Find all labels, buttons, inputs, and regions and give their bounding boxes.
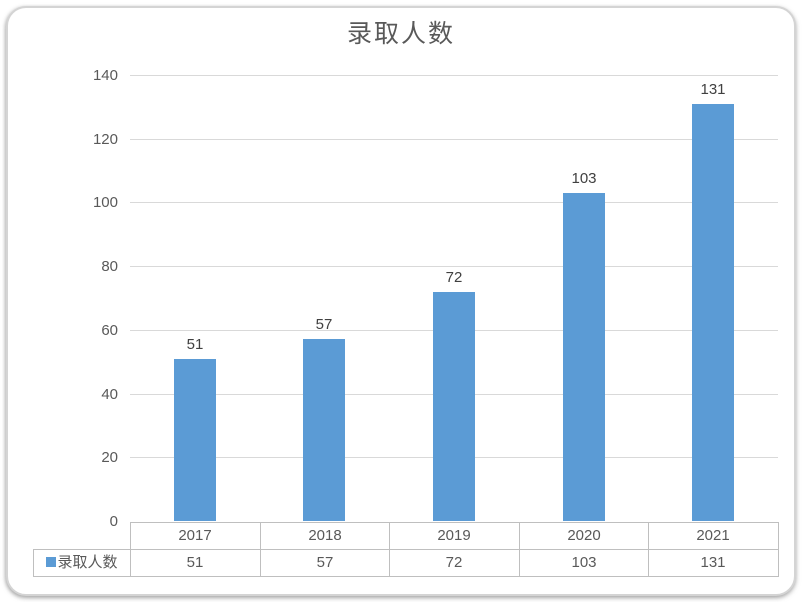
table-column-divider [260, 522, 261, 576]
bar-2018 [303, 339, 345, 521]
bar-value-label: 51 [186, 336, 204, 353]
legend-series-label: 录取人数 [57, 554, 118, 571]
bar-2020 [563, 193, 605, 521]
category-cell: 2017 [178, 527, 212, 544]
y-axis-tick-label: 100 [92, 194, 118, 211]
bar-2021 [692, 104, 734, 521]
y-axis-tick-label: 140 [92, 67, 118, 84]
gridline [130, 75, 778, 76]
legend-key-cell: 录取人数 [33, 549, 131, 577]
table-column-divider [519, 522, 520, 576]
category-cell: 2019 [437, 527, 471, 544]
y-axis-tick-label: 0 [109, 513, 118, 530]
table-column-divider [389, 522, 390, 576]
gridline [130, 139, 778, 140]
value-cell: 103 [571, 554, 597, 571]
value-cell: 57 [316, 554, 334, 571]
chart-title: 录取人数 [346, 20, 455, 48]
bar-value-label: 103 [571, 170, 597, 187]
value-cell: 131 [700, 554, 726, 571]
bar-2017 [174, 359, 216, 521]
y-axis-tick-label: 20 [101, 449, 118, 466]
y-axis-tick-label: 40 [101, 386, 118, 403]
bar-2019 [433, 292, 475, 521]
gridline [130, 202, 778, 203]
value-cell: 51 [186, 554, 204, 571]
category-cell: 2021 [696, 527, 730, 544]
category-cell: 2020 [567, 527, 601, 544]
table-row-divider [130, 549, 778, 550]
bar-value-label: 72 [445, 269, 463, 286]
y-axis-tick-label: 60 [101, 322, 118, 339]
category-cell: 2018 [308, 527, 342, 544]
table-column-divider [648, 522, 649, 576]
chart-frame [6, 6, 796, 596]
legend-swatch-icon [46, 557, 57, 567]
bar-value-label: 57 [315, 316, 333, 333]
gridline [130, 266, 778, 267]
y-axis-tick-label: 120 [92, 131, 118, 148]
bar-value-label: 131 [700, 81, 726, 98]
value-cell: 72 [445, 554, 463, 571]
y-axis-tick-label: 80 [101, 258, 118, 275]
